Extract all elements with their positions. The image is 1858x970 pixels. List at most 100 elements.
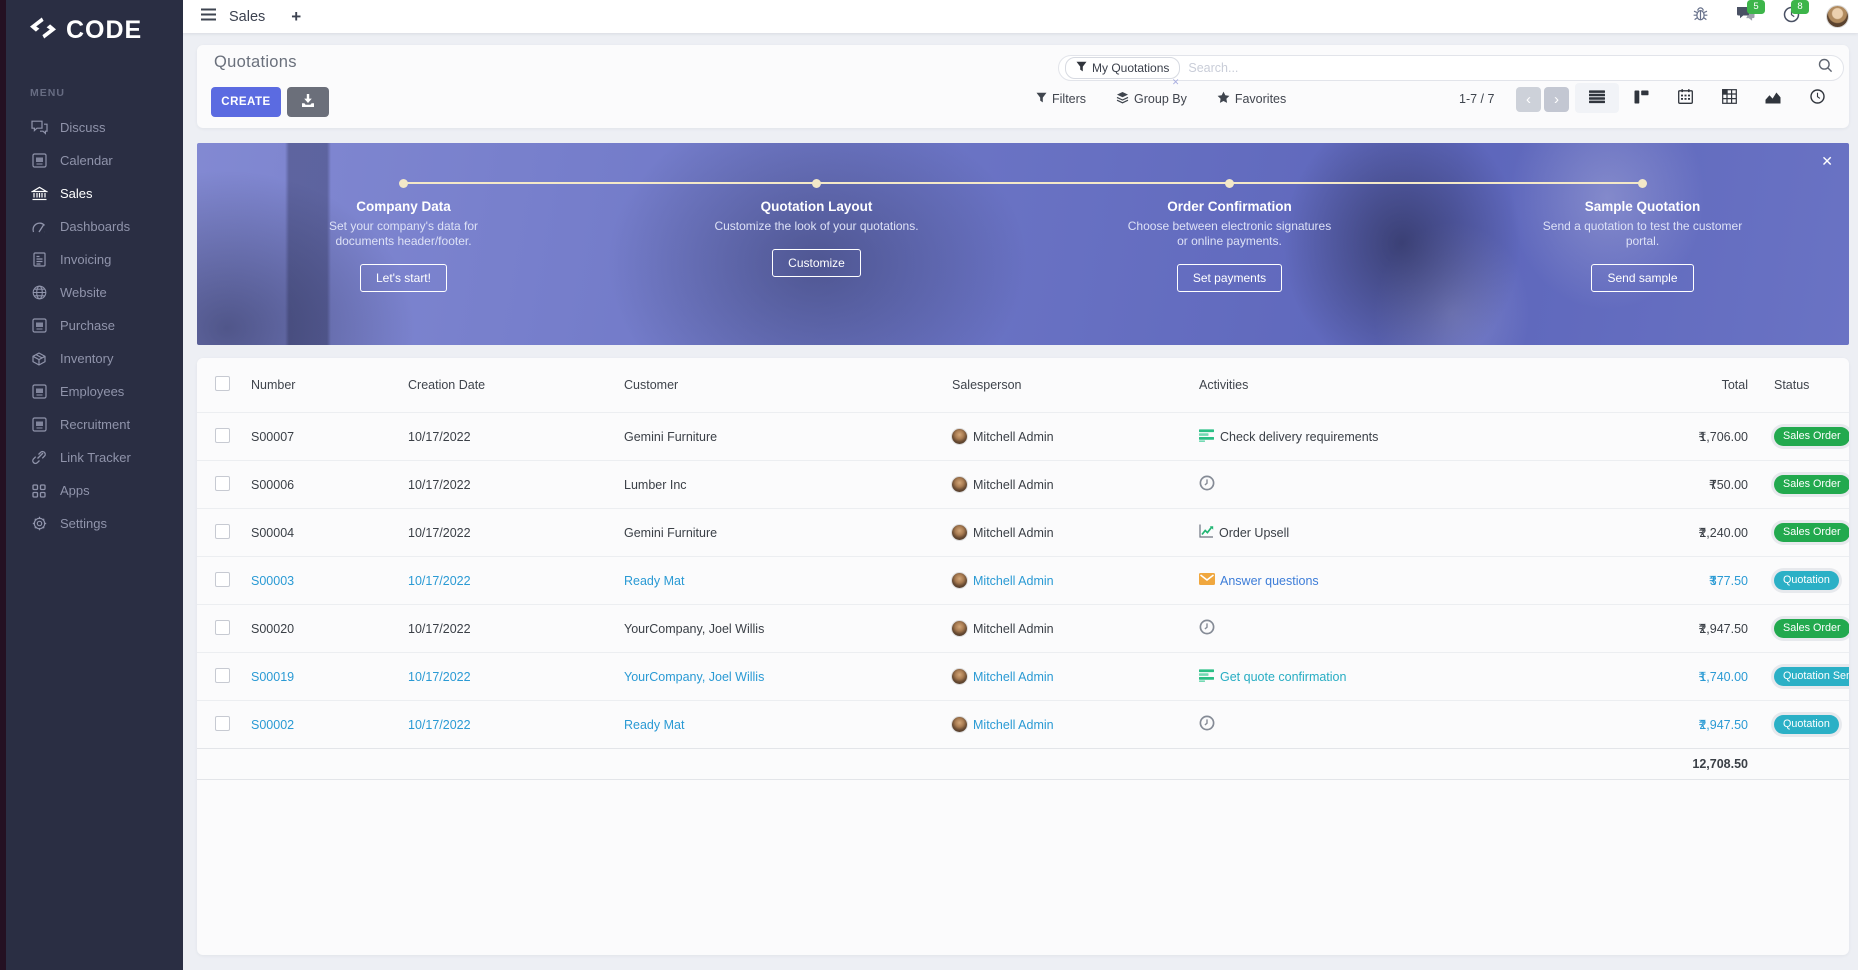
table-body: S00007 10/17/2022 Gemini Furniture Mitchell… (197, 412, 1849, 748)
row-checkbox[interactable] (215, 667, 230, 683)
table-row[interactable]: S00007 10/17/2022 Gemini Furniture Mitchell… (197, 412, 1849, 460)
sidebar-item-inventory[interactable]: Inventory (6, 342, 183, 375)
sidebar-item-invoicing[interactable]: Invoicing (6, 243, 183, 276)
activity-cell[interactable] (1189, 715, 1550, 734)
onboarding-step-1: Company Data Set your company's data for … (197, 143, 610, 345)
hamburger-icon[interactable] (201, 8, 216, 26)
sidebar-item-settings[interactable]: Settings (6, 507, 183, 540)
invoicing-icon (30, 252, 48, 267)
table-row[interactable]: S00003 10/17/2022 Ready Mat Mitchell Admin A… (197, 556, 1849, 604)
kanban-view-button[interactable] (1619, 83, 1663, 113)
activity-cell[interactable] (1189, 619, 1550, 638)
customer-cell: Gemini Furniture (614, 430, 942, 444)
calendar-view-button[interactable] (1663, 83, 1707, 113)
customer-cell: Ready Mat (614, 574, 942, 588)
step-action-button[interactable]: Let's start! (360, 264, 447, 292)
activities-button[interactable]: 8 (1783, 0, 1809, 28)
filters-button[interactable]: Filters (1036, 92, 1086, 106)
search-icon[interactable] (1818, 58, 1833, 78)
step-action-button[interactable]: Send sample (1591, 264, 1694, 292)
step-action-button[interactable]: Customize (772, 249, 861, 277)
sidebar-item-purchase[interactable]: Purchase (6, 309, 183, 342)
row-checkbox[interactable] (215, 571, 230, 587)
list-view-button[interactable] (1575, 83, 1619, 113)
activity-cell[interactable]: Order Upsell (1189, 524, 1550, 541)
favorites-button[interactable]: Favorites (1217, 91, 1286, 107)
row-checkbox[interactable] (215, 715, 230, 731)
row-checkbox[interactable] (215, 475, 230, 491)
table-row[interactable]: S00020 10/17/2022 YourCompany, Joel Willis… (197, 604, 1849, 652)
sidebar-item-apps[interactable]: Apps (6, 474, 183, 507)
column-header-total[interactable]: Total (1721, 378, 1748, 392)
pager-previous-button[interactable]: ‹ (1516, 87, 1541, 112)
pivot-view-button[interactable] (1707, 83, 1751, 113)
view-kanban-icon (1634, 90, 1649, 107)
total-amount: ₹1,740.00 (1698, 670, 1748, 684)
sidebar-item-link-tracker[interactable]: Link Tracker (6, 441, 183, 474)
status-badge: Quotation (1774, 571, 1839, 590)
search-facet-my-quotations[interactable]: My Quotations ✕ (1065, 57, 1181, 87)
activity-view-button[interactable] (1795, 83, 1839, 113)
quotation-number-cell: S00002 (241, 718, 398, 732)
banner-close-icon[interactable]: ✕ (1821, 153, 1833, 169)
creation-date: 10/17/2022 (408, 717, 471, 732)
activity-cell[interactable]: Get quote confirmation (1189, 668, 1550, 685)
total-cell: ₹2,947.50 (1550, 717, 1748, 732)
currency-symbol: ₹ (1698, 526, 1707, 540)
sidebar-item-label: Website (60, 285, 107, 300)
groupby-button[interactable]: Group By (1116, 91, 1187, 107)
customer-name: YourCompany, Joel Willis (624, 621, 765, 636)
new-tab-button[interactable]: + (291, 6, 302, 26)
table-row[interactable]: S00002 10/17/2022 Ready Mat Mitchell Admin ₹… (197, 700, 1849, 748)
sidebar-item-calendar[interactable]: Calendar (6, 144, 183, 177)
onboarding-timeline (403, 182, 1642, 184)
search-input[interactable]: My Quotations ✕ Search... (1058, 55, 1844, 87)
sidebar-item-employees[interactable]: Employees (6, 375, 183, 408)
step-action-button[interactable]: Set payments (1176, 264, 1283, 292)
column-header-customer[interactable]: Customer (624, 378, 679, 392)
row-checkbox[interactable] (215, 619, 230, 635)
activity-cell[interactable]: Check delivery requirements (1189, 428, 1550, 445)
messages-button[interactable]: 5 (1736, 0, 1765, 27)
salesperson-avatar (952, 621, 967, 636)
activity-clock-icon (1199, 715, 1215, 734)
app-tab-sales[interactable]: Sales (229, 8, 266, 25)
window-icon (30, 417, 48, 432)
sidebar-item-website[interactable]: Website (6, 276, 183, 309)
total-cell: ₹2,240.00 (1550, 525, 1748, 540)
table-row[interactable]: S00019 10/17/2022 YourCompany, Joel Willis… (197, 652, 1849, 700)
select-all-cell (197, 376, 241, 394)
sidebar-item-dashboards[interactable]: Dashboards (6, 210, 183, 243)
table-row[interactable]: S00006 10/17/2022 Lumber Inc Mitchell Admin… (197, 460, 1849, 508)
quotation-number: S00019 (251, 669, 295, 684)
column-header-salesperson[interactable]: Salesperson (952, 378, 1022, 392)
column-header-activities[interactable]: Activities (1199, 378, 1249, 392)
select-all-checkbox[interactable] (215, 376, 230, 391)
create-button[interactable]: CREATE (211, 87, 281, 117)
salesperson-name: Mitchell Admin (973, 717, 1054, 732)
table-row[interactable]: S00004 10/17/2022 Gemini Furniture Mitchell… (197, 508, 1849, 556)
graph-view-button[interactable] (1751, 83, 1795, 113)
activity-label: Check delivery requirements (1220, 429, 1379, 444)
debug-bug-icon[interactable] (1692, 6, 1709, 27)
pager-next-button[interactable]: › (1544, 87, 1569, 112)
row-checkbox[interactable] (215, 427, 230, 443)
onboarding-step-3: Order Confirmation Choose between electro… (1023, 143, 1436, 345)
sidebar-item-label: Employees (60, 384, 125, 399)
user-menu[interactable] (1827, 6, 1848, 27)
column-header-creation-date[interactable]: Creation Date (408, 378, 486, 392)
sidebar-item-sales[interactable]: Sales (6, 177, 183, 210)
messages-badge: 5 (1747, 0, 1765, 14)
row-checkbox[interactable] (215, 523, 230, 539)
app-logo[interactable]: CODE (6, 0, 183, 45)
column-header-status[interactable]: Status (1774, 378, 1810, 392)
activity-cell[interactable] (1189, 475, 1550, 494)
facet-remove-icon[interactable]: ✕ (1171, 77, 1180, 87)
export-button[interactable] (287, 87, 329, 117)
sidebar-item-discuss[interactable]: Discuss (6, 111, 183, 144)
activity-cell[interactable]: Answer questions (1189, 573, 1550, 588)
sidebar-item-recruitment[interactable]: Recruitment (6, 408, 183, 441)
column-header-number[interactable]: Number (251, 378, 296, 392)
row-checkbox-cell (197, 619, 241, 638)
activity-clock-icon (1199, 475, 1215, 494)
